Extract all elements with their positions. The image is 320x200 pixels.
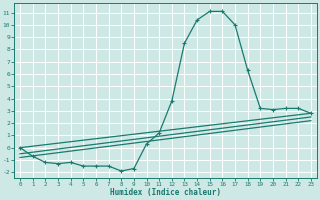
X-axis label: Humidex (Indice chaleur): Humidex (Indice chaleur) (110, 188, 221, 197)
